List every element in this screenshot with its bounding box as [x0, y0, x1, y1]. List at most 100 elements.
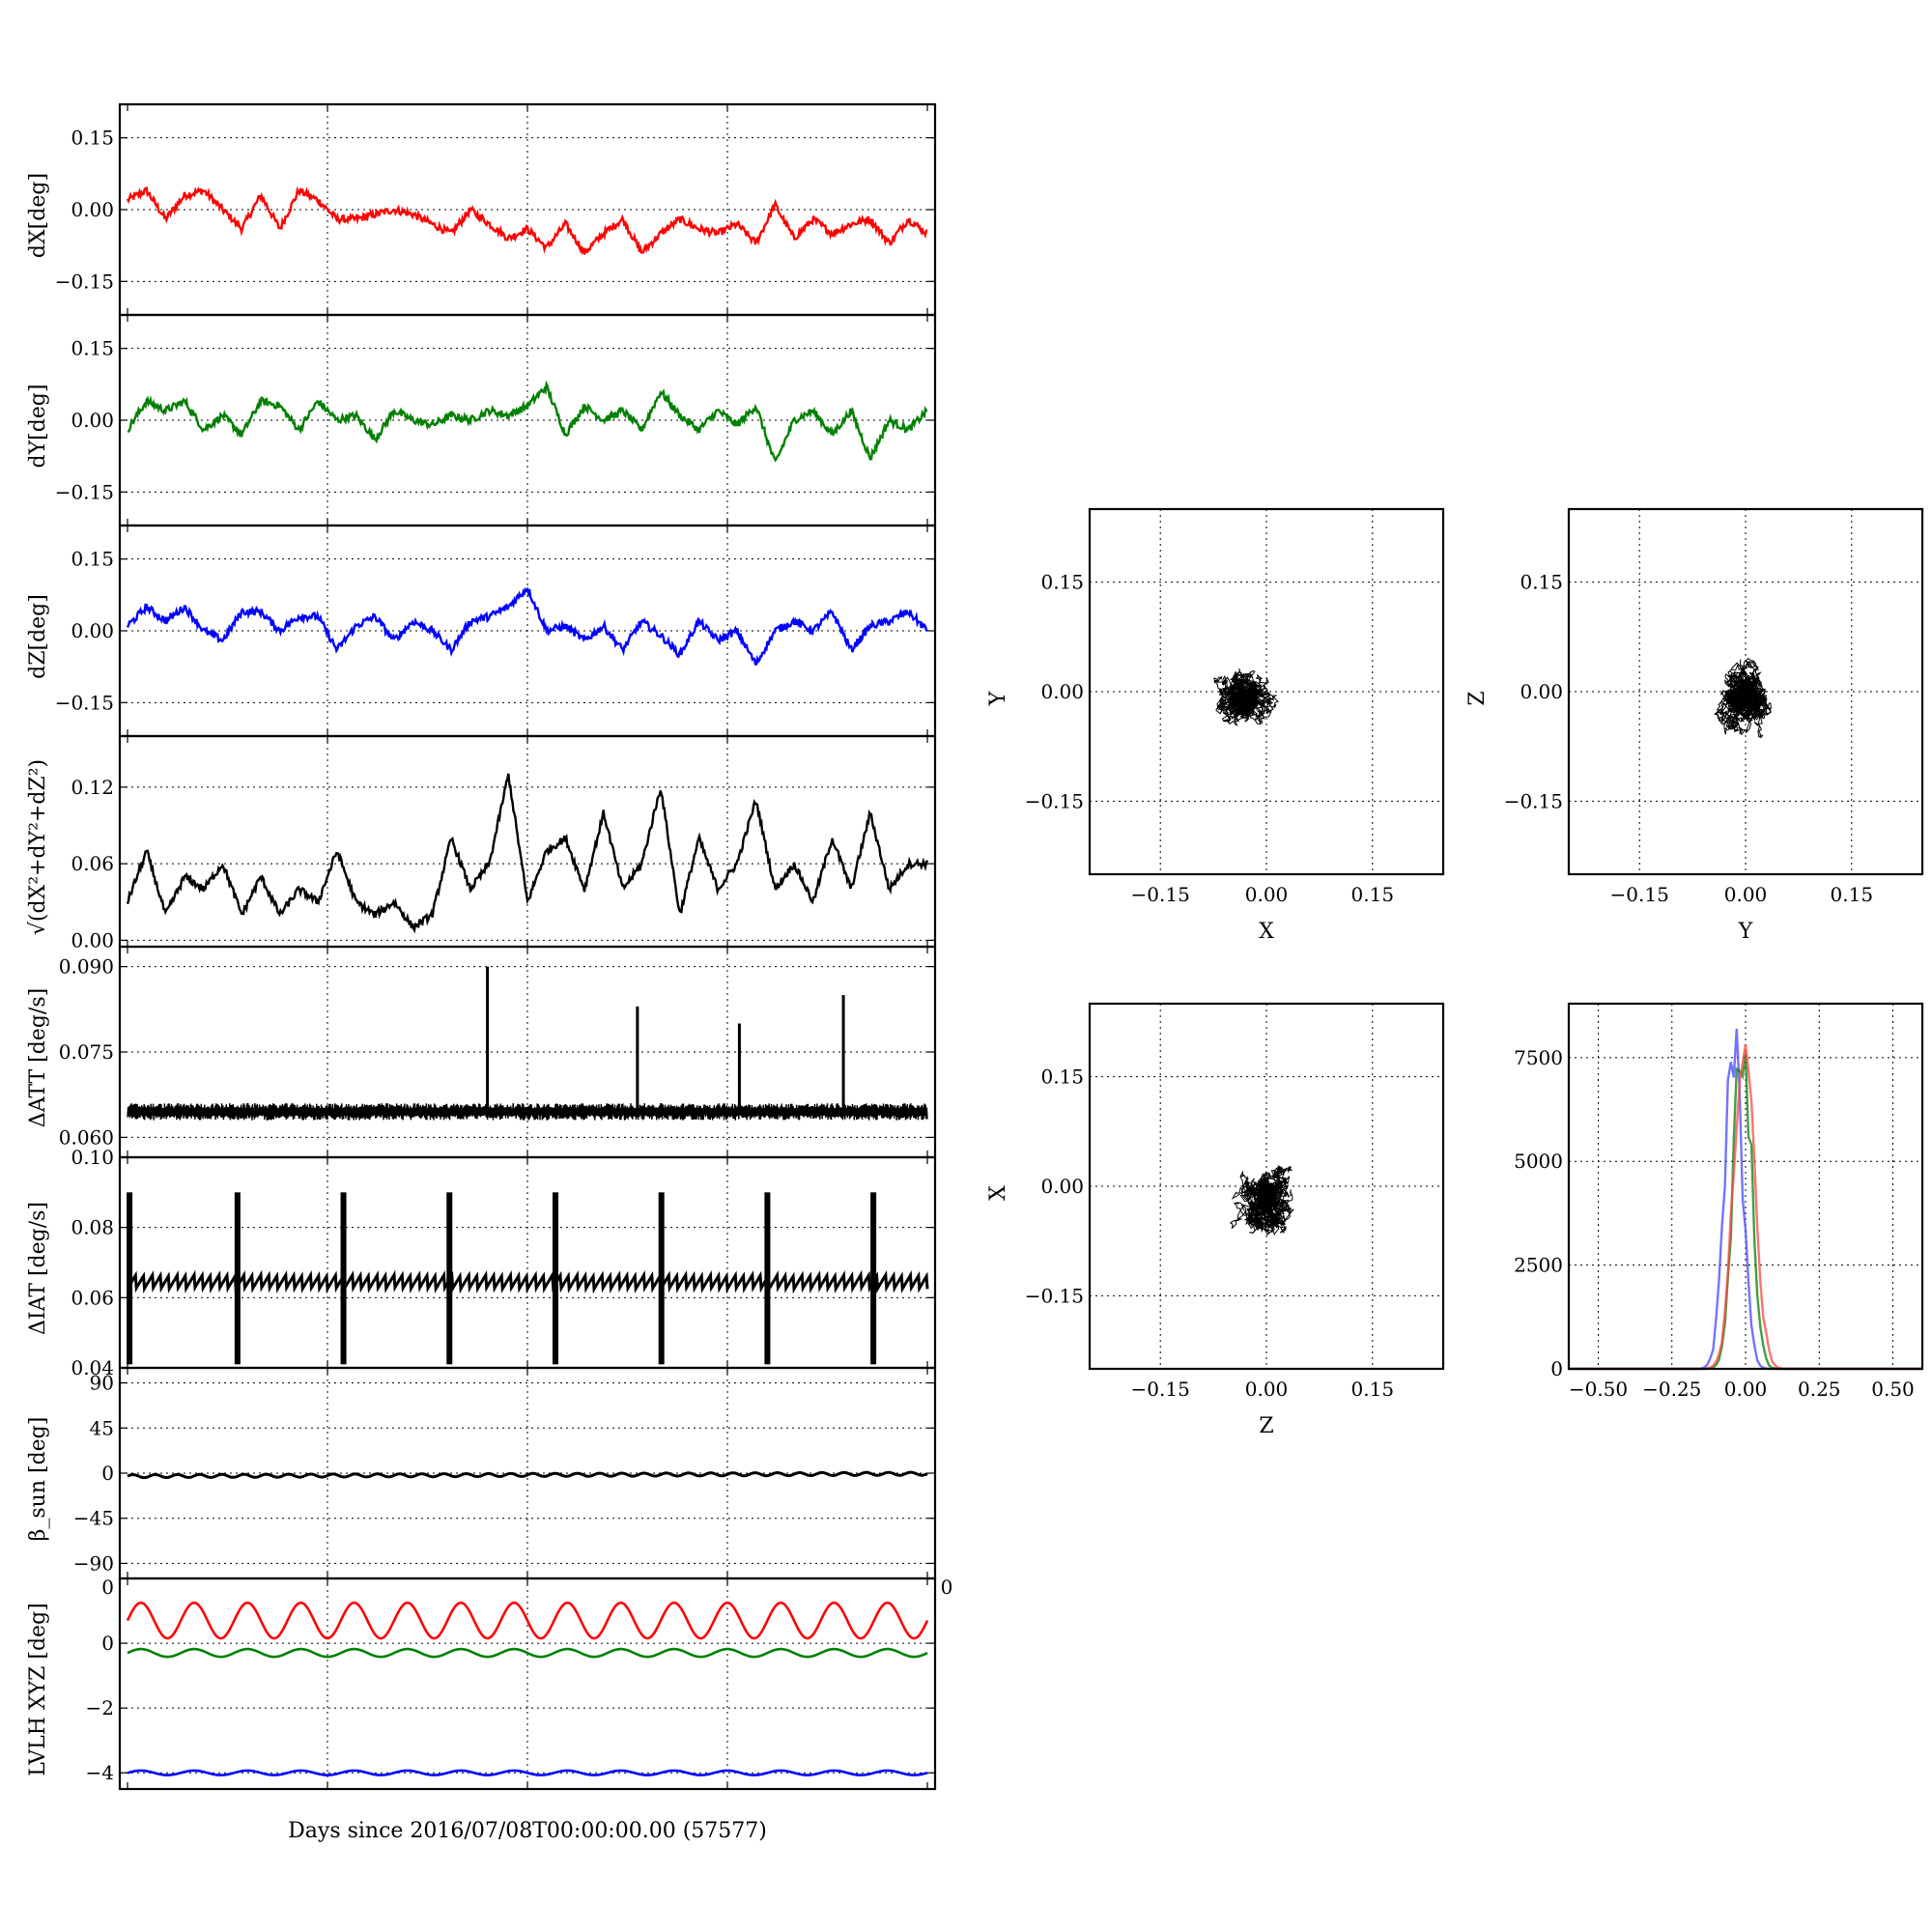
ytick-label-att-1: 0.075 [59, 1040, 114, 1064]
ytick-label-szx-2: 0.15 [1040, 1065, 1084, 1089]
xtick-label-sxy-0: −0.15 [1131, 883, 1190, 906]
ytick-label-sxy-2: 0.15 [1040, 571, 1084, 594]
xtick-label-syz-0: −0.15 [1610, 883, 1669, 906]
y-axis-label-iat: ΔIAT [deg/s] [26, 1202, 50, 1335]
frame-hist [1567, 1002, 1924, 1371]
y-axis-label-beta: β_sun [deg] [26, 1417, 50, 1542]
ytick-label-lvlh-0: −4 [86, 1761, 114, 1784]
ytick-label-dy-2: 0.15 [71, 337, 114, 360]
ytick-label-hist-0: 0 [1550, 1357, 1563, 1380]
hist-series-1 [1569, 1052, 1922, 1371]
panel-sxy: −0.15 −0.15 0.00 0.00 0.15 0.15 X Y [986, 507, 1445, 944]
series-line-lvlh-0 [126, 1601, 929, 1640]
series-line-dz-0 [126, 586, 928, 666]
ytick-label-dz-1: 0.00 [71, 619, 114, 642]
iat-drop-0 [127, 1192, 133, 1365]
xtick-label-syz-1: 0.00 [1724, 883, 1768, 906]
ytick-label-iat-3: 0.10 [71, 1146, 114, 1169]
xtick-label-sxy-1: 0.00 [1245, 883, 1289, 906]
lvlh-top-label: 0 [101, 1576, 114, 1599]
ytick-label-dz-2: 0.15 [71, 548, 114, 571]
xtick-label-hist-4: 0.50 [1871, 1378, 1915, 1401]
ytick-label-iat-0: 0.04 [71, 1356, 114, 1379]
ytick-label-hist-1: 2500 [1514, 1254, 1563, 1277]
ytick-label-att-2: 0.090 [59, 955, 114, 979]
ytick-label-beta-3: 45 [90, 1416, 114, 1439]
ytick-label-sxy-1: 0.00 [1040, 680, 1084, 703]
iat-drop-4 [552, 1192, 558, 1365]
xtick-label-hist-2: 0.00 [1724, 1378, 1768, 1401]
frame-syz [1567, 507, 1924, 876]
y-axis-label-szx: X [986, 1185, 1010, 1201]
ytick-label-dy-0: −0.15 [55, 480, 114, 503]
y-axis-label-dr: √(dX²+dY²+dZ²) [26, 759, 50, 935]
frame-lvlh [118, 1577, 937, 1791]
panel-szx: −0.15 −0.15 0.00 0.00 0.15 0.15 Z X [986, 1002, 1445, 1438]
ytick-label-dx-2: 0.15 [71, 127, 114, 150]
panel-lvlh: −4 −2 0 0 0 Days since 2016/07/08T00:00:00.00… [26, 1576, 952, 1843]
ytick-label-beta-2: 0 [101, 1462, 114, 1485]
xtick-label-szx-0: −0.15 [1131, 1378, 1190, 1401]
series-line-dr-0 [126, 773, 929, 934]
series-line-beta [127, 1470, 928, 1480]
x-axis-label-time: Days since 2016/07/08T00:00:00.00 (57577… [288, 1819, 767, 1843]
series-line-dy-0 [128, 380, 928, 463]
iat-drop-5 [658, 1192, 665, 1365]
iat-drop-7 [870, 1192, 877, 1365]
ytick-label-dy-1: 0.00 [71, 409, 114, 432]
panel-dx: −0.15 0.00 0.15 dX[deg] [26, 102, 937, 317]
y-axis-label-dy: dY[deg] [26, 384, 50, 469]
ytick-label-lvlh-1: −2 [86, 1696, 114, 1719]
panel-dz: −0.15 0.00 0.15 dZ[deg] [26, 524, 937, 738]
ytick-label-dx-0: −0.15 [55, 270, 114, 293]
xtick-label-hist-0: −0.50 [1569, 1378, 1628, 1401]
panel-iat: 0.04 0.06 0.08 0.10 ΔIAT [deg/s] [26, 1146, 937, 1379]
y-axis-label-att: ΔATT [deg/s] [26, 988, 50, 1127]
iat-drop-3 [446, 1192, 453, 1365]
panel-beta: −90 −45 0 45 90 β_sun [deg] [26, 1366, 937, 1580]
ytick-label-att-0: 0.060 [59, 1125, 114, 1149]
ytick-label-iat-2: 0.08 [71, 1216, 114, 1239]
ytick-label-szx-0: −0.15 [1025, 1284, 1084, 1307]
ytick-label-dr-2: 0.12 [71, 776, 114, 799]
scatter-trace-syz [1714, 657, 1772, 739]
hist-series-2 [1569, 1043, 1922, 1371]
ytick-label-dr-0: 0.00 [71, 928, 114, 952]
scatter-trace-sxy [1213, 668, 1280, 726]
lvlh-top-right-label: 0 [941, 1576, 953, 1599]
panel-att: 0.060 0.075 0.090 ΔATT [deg/s] [26, 945, 937, 1159]
iat-drop-1 [234, 1192, 241, 1365]
y-axis-label-dz: dZ[deg] [26, 594, 50, 679]
ytick-label-syz-2: 0.15 [1520, 571, 1563, 594]
xtick-label-hist-1: −0.25 [1642, 1378, 1701, 1401]
xtick-label-sxy-2: 0.15 [1351, 883, 1395, 906]
panel-dy: −0.15 0.00 0.15 dY[deg] [26, 313, 937, 527]
panel-hist: −0.50 −0.25 0.00 0.25 0.50 0 2500 5000 7500 [1514, 1002, 1924, 1401]
xtick-label-szx-2: 0.15 [1351, 1378, 1395, 1401]
y-axis-label-dx: dX[deg] [26, 173, 50, 258]
frame-szx [1088, 1002, 1445, 1371]
ytick-label-dx-1: 0.00 [71, 198, 114, 221]
series-line-dx-0 [126, 185, 928, 256]
ytick-label-dr-1: 0.06 [71, 852, 114, 875]
series-line-lvlh-2 [127, 1769, 928, 1776]
ytick-label-sxy-0: −0.15 [1025, 789, 1084, 812]
iat-drop-2 [340, 1192, 347, 1365]
ytick-label-beta-1: −45 [73, 1507, 114, 1530]
xtick-label-szx-1: 0.00 [1245, 1378, 1289, 1401]
ytick-label-hist-2: 5000 [1514, 1150, 1563, 1173]
ytick-label-syz-0: −0.15 [1504, 789, 1563, 812]
x-axis-label-sxy: X [1259, 920, 1274, 944]
ytick-label-szx-1: 0.00 [1040, 1175, 1084, 1198]
x-axis-label-syz: Y [1738, 920, 1753, 944]
ytick-label-lvlh-2: 0 [101, 1632, 114, 1655]
ytick-label-beta-0: −90 [73, 1551, 114, 1575]
xtick-label-syz-2: 0.15 [1831, 883, 1874, 906]
panel-syz: −0.15 −0.15 0.00 0.00 0.15 0.15 Y Z [1465, 507, 1924, 944]
frame-sxy [1088, 507, 1445, 876]
scatter-trace-szx [1229, 1164, 1294, 1236]
ytick-label-hist-3: 7500 [1514, 1046, 1563, 1069]
panel-dr: 0.00 0.06 0.12 √(dX²+dY²+dZ²) [26, 734, 937, 952]
series-line-att [127, 1102, 928, 1121]
